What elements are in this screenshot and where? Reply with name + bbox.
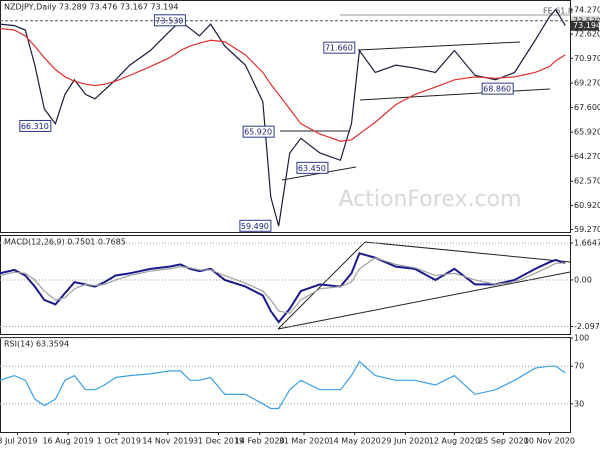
macd-trend <box>277 271 571 330</box>
series-line <box>0 360 566 410</box>
level-label: 73.530 <box>155 16 183 25</box>
level-label: 66.310 <box>21 122 49 131</box>
x-tick-label: 12 Aug 2020 <box>429 437 480 446</box>
y-tick-label: 64.270 <box>574 152 600 161</box>
level-box <box>323 41 356 54</box>
x-tick-label: 14 May 2020 <box>329 437 381 446</box>
level-box <box>239 219 272 232</box>
level-label: 63.450 <box>298 164 326 173</box>
y-tick-label: 100 <box>574 334 589 343</box>
y-tick-label: 67.600 <box>574 103 600 112</box>
y-tick-label: 70.970 <box>574 54 600 63</box>
level-label: 59.490 <box>241 222 269 231</box>
level-box <box>296 161 329 174</box>
macd-header: MACD(12,26,9) 0.7501 0.7685 <box>4 238 126 247</box>
series-line <box>0 252 566 324</box>
x-tick-label: 29 Jun 2020 <box>381 437 429 446</box>
y-tick-label: 0.00 <box>574 275 592 284</box>
price-tag-label: 73.194 <box>573 21 600 30</box>
y-tick-label: 69.270 <box>574 79 600 88</box>
y-tick-label: 60.920 <box>574 201 600 210</box>
y-tick-label: 65.920 <box>574 128 600 137</box>
watermark: ActionForex.com <box>339 187 522 212</box>
x-tick-label: 14 Nov 2019 <box>142 437 193 446</box>
level-box <box>242 125 275 138</box>
macd-panel <box>0 235 571 335</box>
y-tick-label: 59.270 <box>574 225 600 234</box>
level-box <box>19 119 52 132</box>
level-box <box>481 82 514 95</box>
x-tick-label: 31 Dec 2019 <box>193 437 244 446</box>
y-tick-label: 30 <box>574 399 584 408</box>
level-label: 71.660 <box>325 44 353 53</box>
price-header: NZDJPY,Daily 73.289 73.476 73.167 73.194 <box>4 3 178 12</box>
x-tick-label: 31 Mar 2020 <box>279 437 330 446</box>
x-tick-label: 16 Aug 2019 <box>42 437 93 446</box>
series-line <box>0 257 566 314</box>
y-tick-label: 1.6647 <box>574 238 600 247</box>
channel-bottom <box>359 88 551 101</box>
y-tick-label: 74.270 <box>574 5 600 14</box>
macd-trend <box>364 241 571 263</box>
level-label: 68.860 <box>483 85 511 94</box>
fe-label: FE 61.8 <box>543 7 573 16</box>
series-line <box>0 8 566 227</box>
x-tick-label: 25 Sep 2020 <box>478 437 529 446</box>
rsi-header: RSI(14) 63.3594 <box>4 340 69 349</box>
price-panel <box>0 0 571 233</box>
price-tag <box>571 20 599 31</box>
x-tick-label: 14 Feb 2020 <box>235 437 285 446</box>
x-tick-label: 1 Oct 2019 <box>97 437 141 446</box>
y-tick-label: 72.620 <box>574 30 600 39</box>
x-tick-label: 10 Nov 2020 <box>524 437 575 446</box>
y-tick-label: 62.570 <box>574 177 600 186</box>
series-line <box>0 27 566 142</box>
x-tick-label: 3 Jul 2019 <box>0 437 38 446</box>
channel-top <box>357 41 521 51</box>
level-label: 65.920 <box>244 128 272 137</box>
y-tick-label: 70 <box>574 362 584 371</box>
y-tick-label: -2.0978 <box>574 322 600 331</box>
